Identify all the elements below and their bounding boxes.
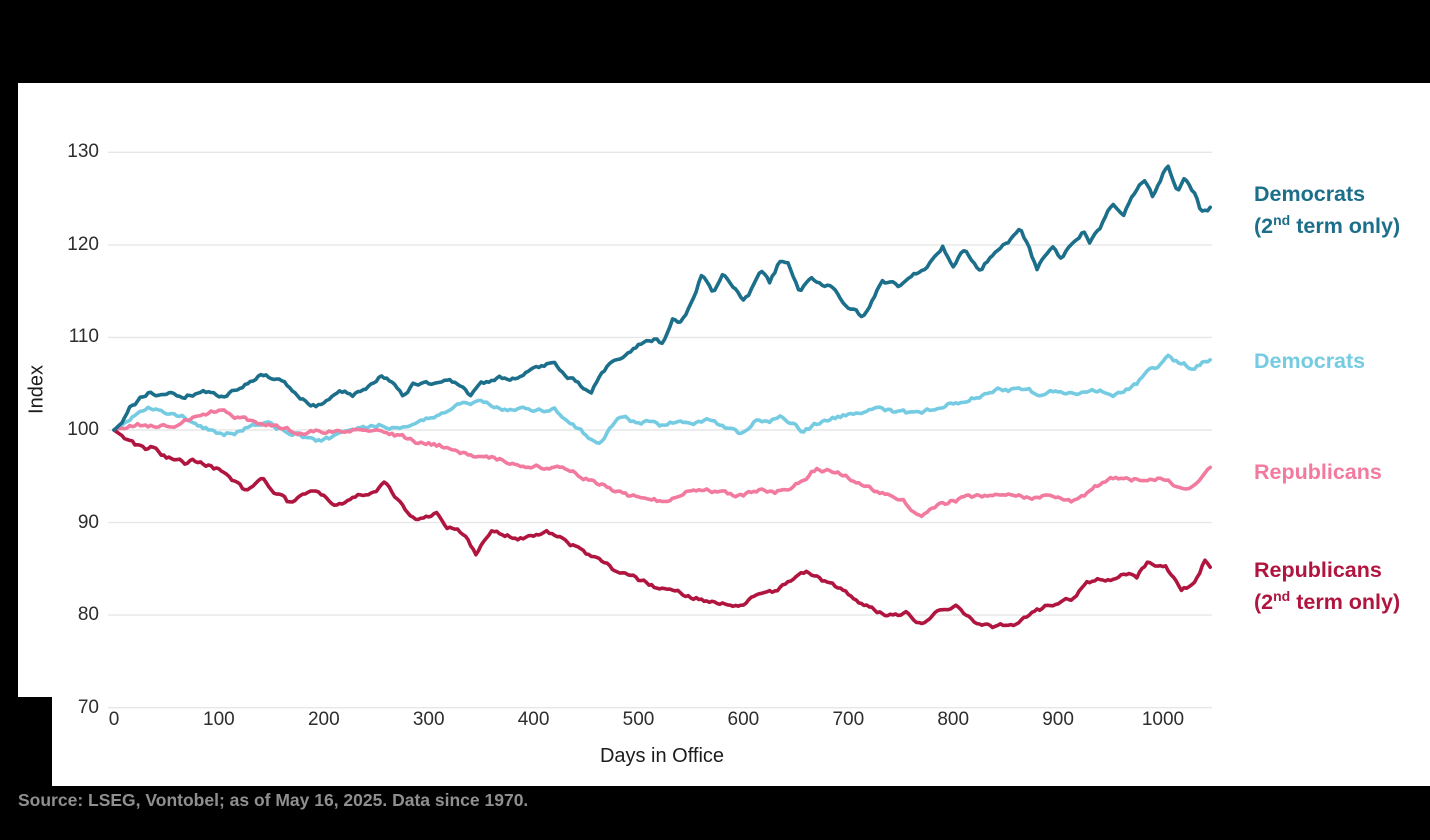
x-tick-label: 800 <box>937 709 970 730</box>
chart-panel <box>18 83 1430 786</box>
y-tick-label: 120 <box>67 233 99 255</box>
y-tick-label: 100 <box>67 419 99 440</box>
legend-entry-republicans-2nd-term-only-: Republicans (2nd term only) <box>1254 558 1401 615</box>
legend-entry-democrats-2nd-term-only-: Democrats (2nd term only) <box>1254 182 1401 239</box>
legend-entry-democrats: Democrats <box>1254 349 1366 373</box>
x-tick-label: 600 <box>727 709 760 730</box>
x-tick-label: 900 <box>1042 709 1074 730</box>
y-tick-label: 90 <box>77 511 99 533</box>
y-tick-label: 110 <box>68 326 99 348</box>
y-tick-label: 70 <box>77 696 99 718</box>
corner-block <box>0 697 52 786</box>
x-tick-label: 500 <box>622 709 655 730</box>
x-tick-label: 200 <box>307 709 340 730</box>
x-tick-label: 0 <box>108 709 120 730</box>
x-tick-label: 400 <box>517 709 550 730</box>
x-tick-label: 100 <box>203 709 235 730</box>
x-tick-label: 700 <box>832 709 865 730</box>
y-tick-label: 80 <box>77 604 99 626</box>
x-tick-label: 1000 <box>1141 709 1185 730</box>
y-tick-label: 130 <box>67 141 99 163</box>
x-tick-label: 300 <box>412 709 445 730</box>
x-axis-title: Days in Office <box>599 745 725 767</box>
legend-entry-republicans: Republicans <box>1254 460 1382 484</box>
source-note: Source: LSEG, Vontobel; as of May 16, 20… <box>18 790 529 810</box>
